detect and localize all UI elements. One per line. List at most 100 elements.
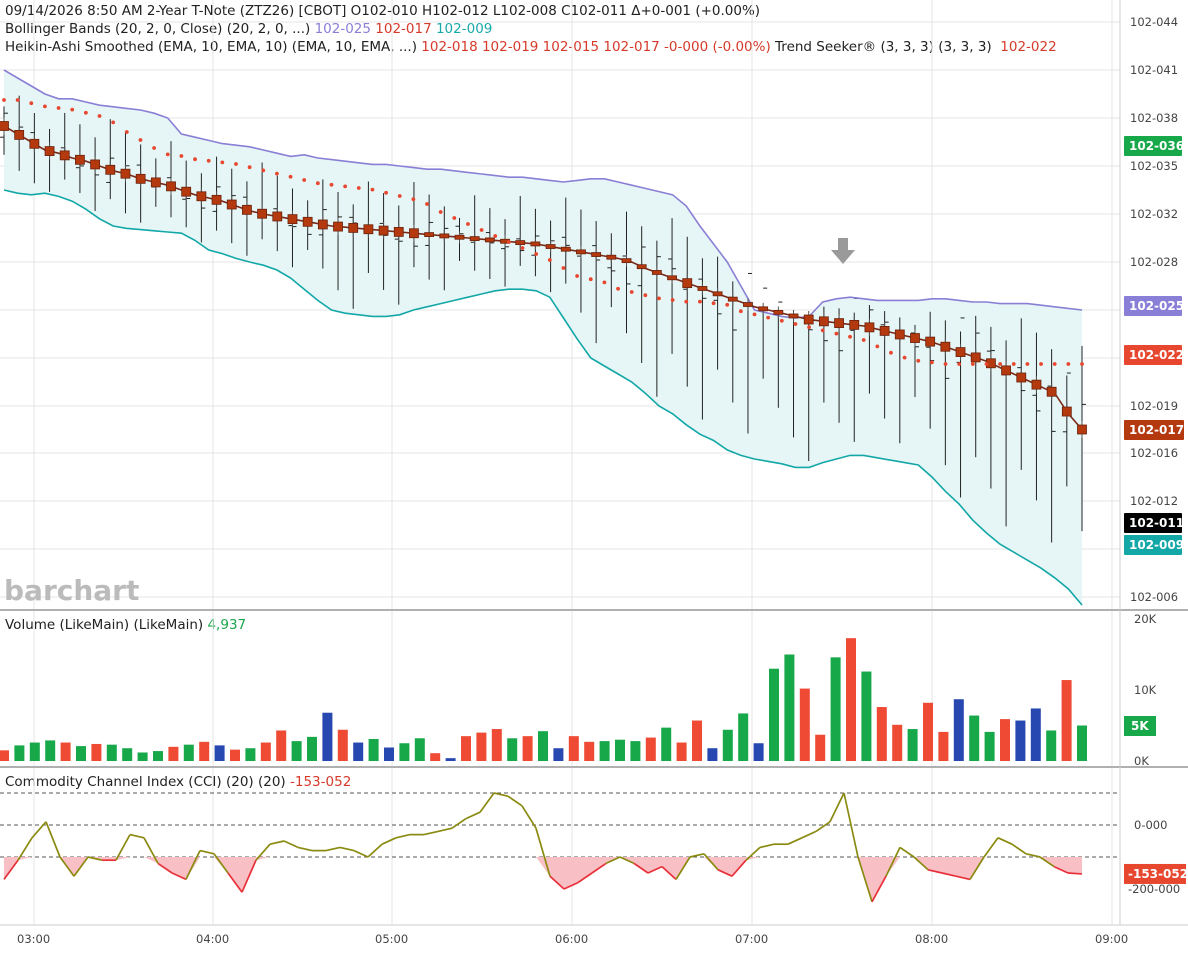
- cci-line-segment: [45, 821, 61, 858]
- cci-line-segment: [815, 821, 831, 833]
- bollinger-fill: [4, 70, 1082, 605]
- trend-seeker-dot: [234, 162, 238, 166]
- heikin-ashi-candle: [712, 291, 723, 297]
- trend-seeker-dot: [588, 277, 593, 282]
- bb-middle-value: 102-017: [375, 21, 432, 37]
- trend-seeker-dot: [302, 178, 307, 182]
- heikin-ashi-candle: [803, 314, 814, 325]
- heikin-ashi-candle: [211, 194, 222, 205]
- volume-bar: [445, 758, 456, 761]
- header-line-3[interactable]: Heikin-Ashi Smoothed (EMA, 10, EMA, 10) …: [5, 38, 1057, 56]
- cci-line-segment: [787, 837, 803, 845]
- trend-seeker-dot: [1011, 362, 1016, 366]
- cci-axis: 0-000 -200-000: [1128, 818, 1180, 896]
- volume-title[interactable]: Volume (LikeMain): [5, 617, 130, 633]
- price-badge-label: 102-022: [1129, 348, 1184, 362]
- heikin-ashi-candle: [621, 258, 632, 264]
- cci-line-segment: [129, 833, 145, 839]
- trend-seeker-dot: [916, 358, 921, 363]
- trend-seeker-dot: [793, 322, 798, 326]
- trend-seeker-dot: [807, 325, 811, 330]
- trend-value: 102-022: [1000, 39, 1057, 55]
- trend-seeker-dot: [861, 338, 866, 342]
- heikin-ashi-candle: [348, 223, 359, 233]
- cci-line-segment: [633, 862, 649, 874]
- heikin-ashi-candle: [970, 352, 981, 363]
- trend-seeker-dot: [1080, 362, 1084, 366]
- trend-seeker-dot: [534, 252, 539, 256]
- heikin-ashi-candle: [287, 214, 298, 225]
- cci-line-segment: [241, 859, 257, 893]
- cci-line-segment: [969, 856, 985, 880]
- cci-line-segment: [1025, 852, 1041, 858]
- heikin-ashi-candle: [0, 121, 9, 131]
- trend-seeker-dot: [356, 186, 361, 190]
- heikin-ashi-candle: [378, 225, 389, 236]
- header-line-2[interactable]: Bollinger Bands (20, 2, 0, Close) (20, 2…: [5, 20, 492, 38]
- volume-axis-label: 10K: [1134, 683, 1157, 697]
- cci-line-segment: [661, 865, 677, 881]
- cci-line-segment: [899, 846, 915, 858]
- cci-line-segment: [983, 837, 999, 858]
- trend-seeker-dot: [711, 301, 716, 306]
- heikin-ashi-candle: [242, 204, 252, 215]
- heikin-ashi-candle: [743, 302, 753, 307]
- volume-bar: [276, 730, 287, 761]
- bb-name[interactable]: Bollinger Bands (20, 2, 0, Close): [5, 21, 223, 37]
- trend-seeker-dot: [1052, 362, 1057, 366]
- signal-arrow-icon: [831, 238, 855, 264]
- trend-seeker-dot: [875, 344, 880, 349]
- heikin-ashi-candle: [727, 296, 738, 302]
- volume-bar: [183, 744, 194, 761]
- cci-line-segment: [213, 853, 229, 874]
- volume-bar: [1015, 720, 1026, 761]
- cci-line-segment: [1053, 865, 1069, 874]
- time-axis-label: 07:00: [735, 932, 768, 946]
- trend-seeker-dot: [752, 312, 757, 317]
- heikin-ashi-candle: [1001, 365, 1011, 376]
- trend-seeker-dot: [193, 157, 197, 162]
- trend-seeker-dot: [370, 187, 375, 192]
- cci-line-segment: [689, 852, 705, 858]
- heikin-ashi-candle: [317, 219, 328, 230]
- cci-params: (20): [257, 774, 286, 790]
- cci-line-segment: [157, 862, 173, 874]
- heikin-ashi-candle: [1046, 386, 1057, 397]
- volume-header[interactable]: Volume (LikeMain) (LikeMain) 4,937: [5, 616, 246, 634]
- trend-name[interactable]: Trend Seeker® (3, 3, 3): [775, 39, 934, 55]
- cci-line-segment: [801, 830, 817, 839]
- volume-bar: [384, 747, 394, 761]
- heikin-ashi-candle: [651, 270, 662, 275]
- volume-badge: [1124, 716, 1156, 736]
- cci-line-segment: [1011, 843, 1027, 855]
- volume-bar: [907, 729, 918, 761]
- heikin-ashi-candle: [818, 316, 829, 327]
- cci-line-segment: [745, 846, 761, 861]
- trend-seeker-dot: [315, 181, 320, 186]
- cci-badge-label: -153-052: [1128, 867, 1188, 881]
- cci-line-segment: [759, 843, 775, 849]
- volume-bar: [291, 741, 302, 761]
- volume-bar: [1046, 730, 1057, 761]
- heikin-ashi-candle: [834, 318, 844, 329]
- ha-name[interactable]: Heikin-Ashi Smoothed (EMA, 10, EMA, 10): [5, 39, 288, 55]
- trend-seeker-dot: [111, 120, 116, 125]
- volume-params: (LikeMain): [133, 617, 204, 633]
- cci-badge: [1124, 863, 1186, 884]
- price-badge-label: 102-036: [1129, 139, 1184, 153]
- price-axis-label: 102-028: [1130, 255, 1178, 269]
- cci-panel: [0, 792, 1120, 903]
- cci-line-segment: [465, 811, 481, 820]
- cci-line-segment: [87, 856, 103, 862]
- trend-seeker-dot: [943, 362, 948, 366]
- trend-seeker-dot: [698, 299, 702, 304]
- cci-line-segment: [647, 865, 663, 874]
- price-badge: [1124, 136, 1182, 156]
- heikin-ashi-candle: [606, 254, 617, 260]
- cci-axis-label: 0-000: [1134, 818, 1167, 832]
- heikin-ashi-candle: [409, 228, 419, 239]
- volume-bar: [491, 729, 502, 761]
- header-change: Δ+0-001 (+0.00%): [631, 3, 761, 19]
- volume-bar: [476, 732, 487, 761]
